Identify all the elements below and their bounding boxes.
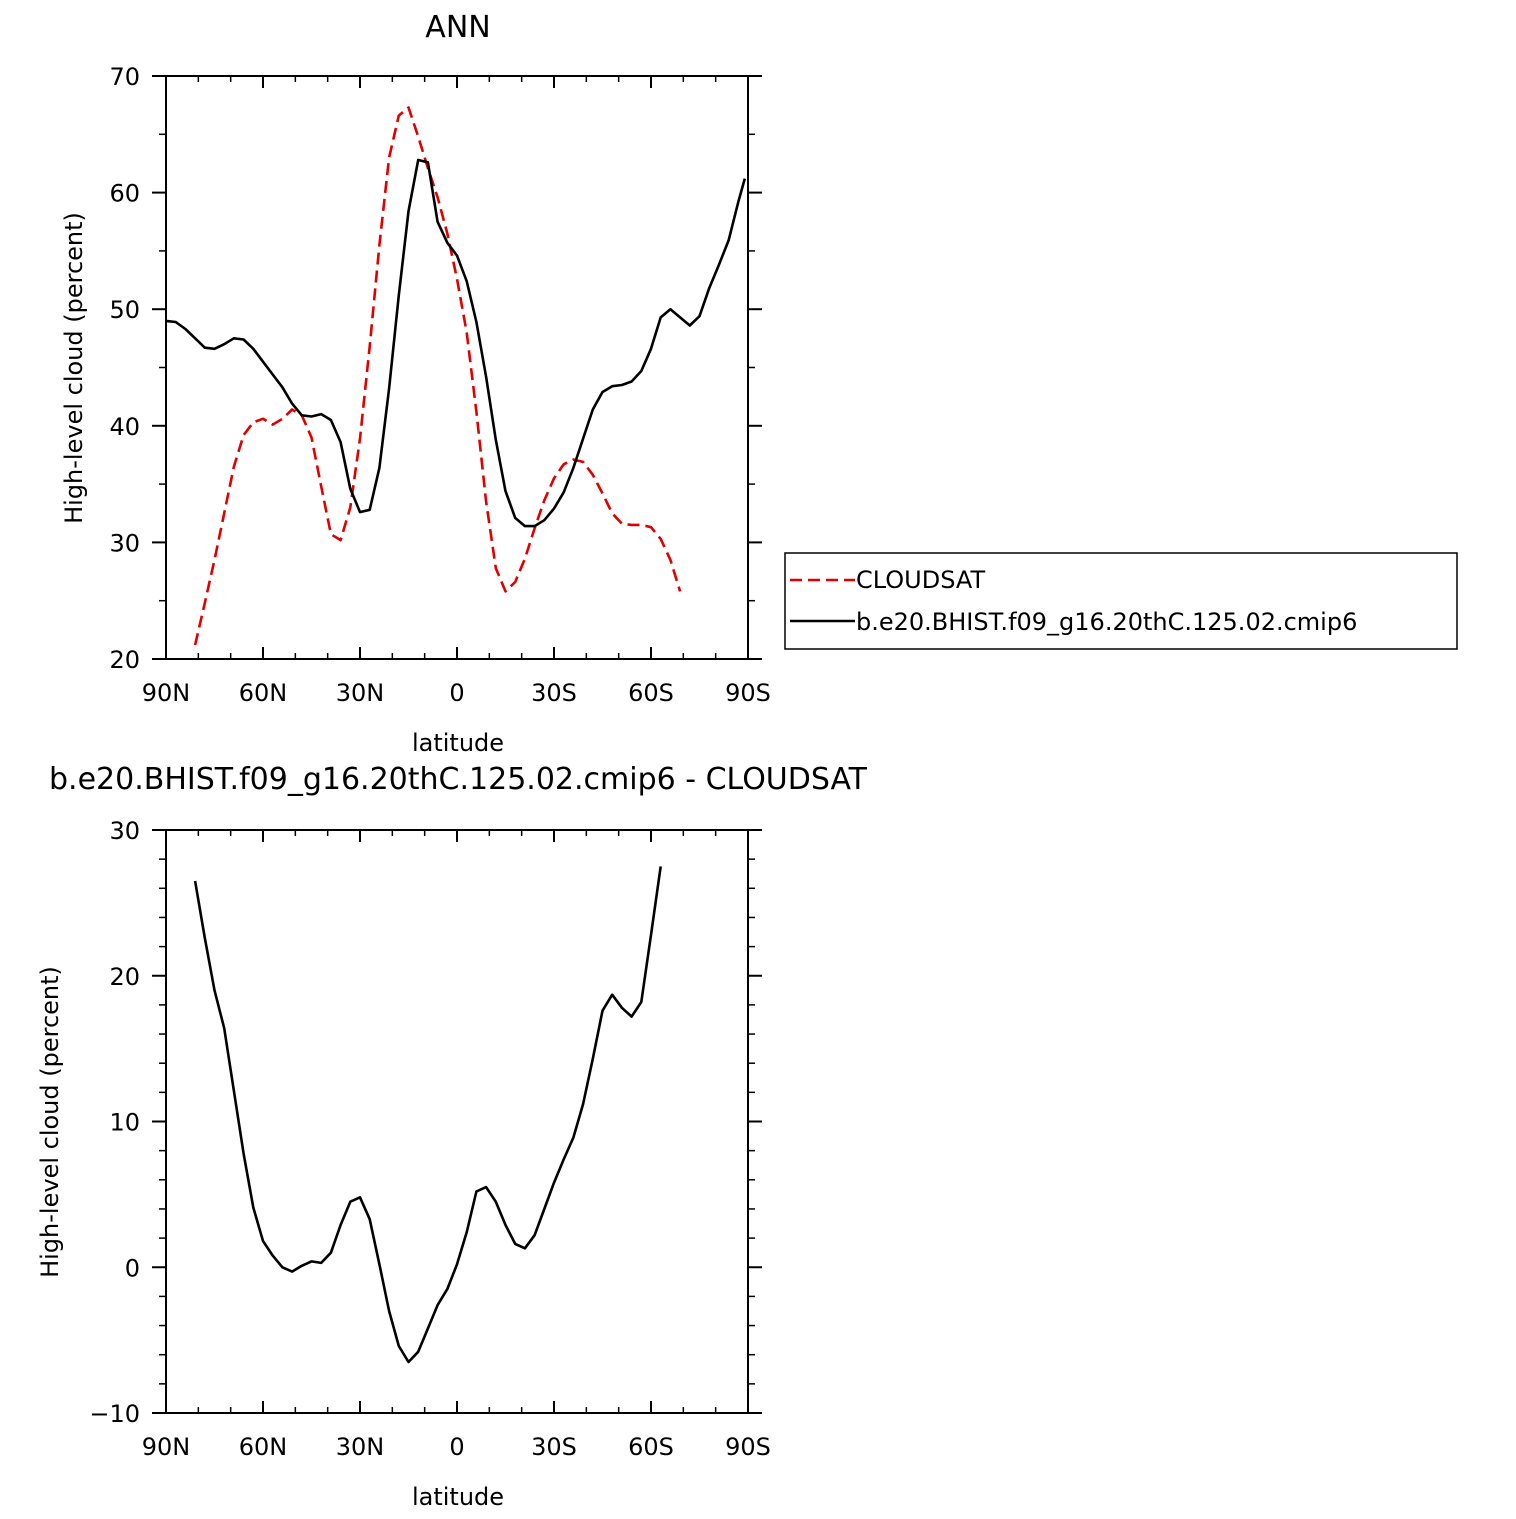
top-panel-y-tick-label: 30 (109, 529, 140, 557)
top-panel-y-tick-label: 60 (109, 180, 140, 208)
bottom-panel-y-axis-label: High-level cloud (percent) (36, 966, 64, 1278)
top-panel-x-tick-label: 60S (628, 679, 674, 707)
top-panel-title: ANN (425, 10, 490, 45)
legend: CLOUDSAT b.e20.BHIST.f09_g16.20thC.125.0… (784, 552, 1458, 650)
legend-box (784, 552, 1458, 650)
bottom-panel-series-line-0 (193, 866, 662, 1364)
top-panel-series-line-1 (165, 158, 747, 528)
bottom-panel: b.e20.BHIST.f09_g16.20thC.125.02.cmip6 -… (36, 762, 868, 1511)
legend-label-model: b.e20.BHIST.f09_g16.20thC.125.02.cmip6 (856, 608, 1357, 636)
top-panel-x-tick-label: 0 (449, 679, 464, 707)
bottom-panel-x-tick-label: 60N (239, 1433, 288, 1461)
top-panel-x-tick-label: 60N (239, 679, 288, 707)
top-panel-x-tick-label: 90S (725, 679, 771, 707)
bottom-panel-x-tick-label: 90S (725, 1433, 771, 1461)
bottom-panel-series (193, 866, 662, 1364)
bottom-panel-y-tick-label: −10 (89, 1400, 140, 1428)
top-panel-x-tick-label: 30N (336, 679, 385, 707)
top-panel-series (165, 106, 747, 646)
bottom-panel-y-tick-label: 30 (109, 817, 140, 845)
top-panel-x-tick-label: 90N (142, 679, 191, 707)
top-panel-ticks: 90N 60N 30N 0 30S 60S 90S 20 30 40 50 60 70 (109, 63, 770, 707)
bottom-panel-x-tick-label: 90N (142, 1433, 191, 1461)
top-panel: ANN latitude High-level cloud (percent) … (60, 10, 771, 757)
bottom-panel-y-tick-label: 0 (125, 1254, 140, 1282)
bottom-panel-y-tick-label: 20 (109, 963, 140, 991)
top-panel-y-tick-label: 50 (109, 296, 140, 324)
bottom-panel-title: b.e20.BHIST.f09_g16.20thC.125.02.cmip6 -… (49, 762, 868, 797)
bottom-panel-plot-frame (165, 829, 749, 1414)
top-panel-y-tick-label: 40 (109, 413, 140, 441)
top-panel-x-tick-label: 30S (531, 679, 577, 707)
bottom-panel-ticks: 90N 60N 30N 0 30S 60S 90S −10 0 10 20 30 (89, 817, 771, 1461)
top-panel-series-line-0 (193, 106, 682, 646)
bottom-panel-x-tick-label: 60S (628, 1433, 674, 1461)
top-panel-y-axis-label: High-level cloud (percent) (60, 212, 88, 524)
top-panel-y-tick-label: 70 (109, 63, 140, 91)
legend-label-cloudsat: CLOUDSAT (856, 566, 985, 594)
top-panel-plot-frame (165, 75, 749, 660)
bottom-panel-y-tick-label: 10 (109, 1109, 140, 1137)
top-panel-x-axis-label: latitude (412, 729, 504, 757)
top-panel-y-tick-label: 20 (109, 646, 140, 674)
bottom-panel-x-tick-label: 30N (336, 1433, 385, 1461)
bottom-panel-x-axis-label: latitude (412, 1483, 504, 1511)
bottom-panel-x-tick-label: 0 (449, 1433, 464, 1461)
bottom-panel-x-tick-label: 30S (531, 1433, 577, 1461)
